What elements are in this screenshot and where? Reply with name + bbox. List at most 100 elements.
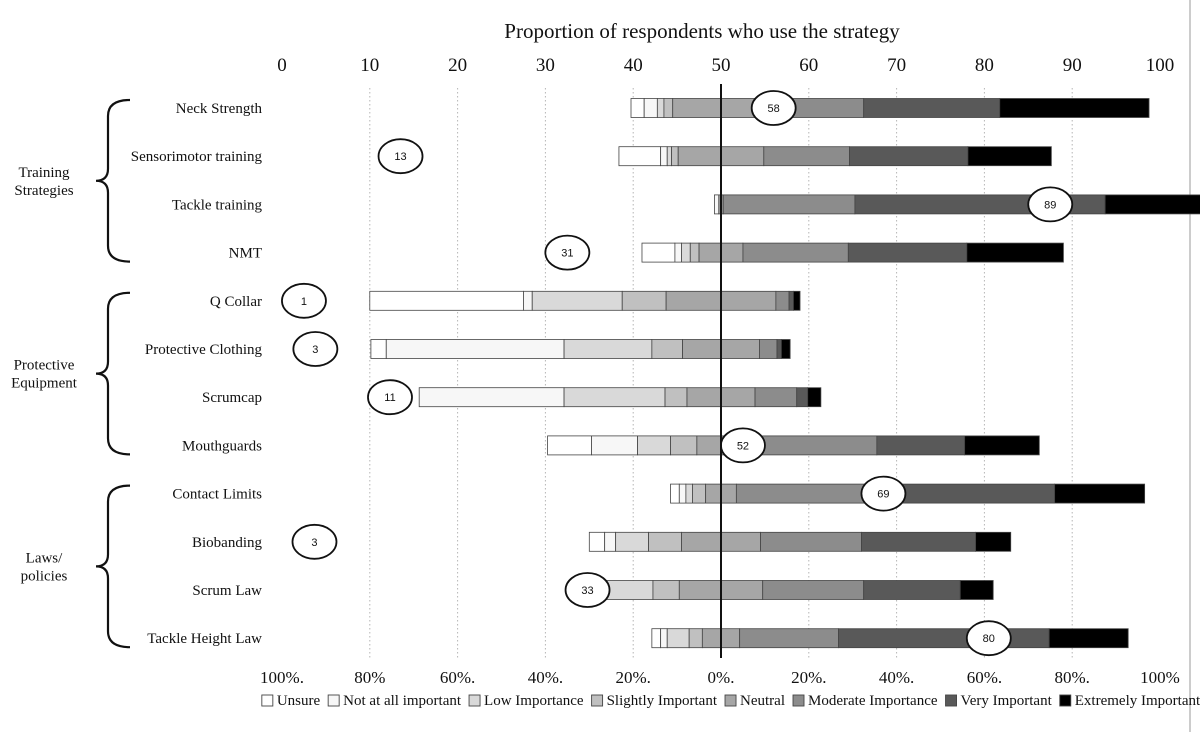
legend-item: Unsure xyxy=(261,693,321,709)
legend-item: Moderate Importance xyxy=(792,693,938,709)
bottom-tick-label: 20%. xyxy=(791,668,826,687)
bar-segment xyxy=(664,387,688,408)
bar-segment xyxy=(1048,628,1129,649)
bar-segment xyxy=(651,628,662,649)
category-label: Protective Clothing xyxy=(145,342,263,358)
usage-bubble-label: 13 xyxy=(394,151,406,163)
bar-segment xyxy=(523,290,533,311)
bottom-tick-label: 40%. xyxy=(528,668,563,687)
bar-segment xyxy=(975,531,1012,552)
bar-segment xyxy=(604,531,617,552)
usage-bubble xyxy=(377,138,424,175)
bar-row xyxy=(618,146,1052,167)
top-tick-label: 0 xyxy=(277,55,287,76)
bar-segment xyxy=(588,531,606,552)
category-label: Tackle training xyxy=(172,197,263,213)
bar-segment xyxy=(863,98,1001,118)
bar-segment xyxy=(671,146,679,167)
usage-bubble-label: 3 xyxy=(312,344,318,356)
bar-segment xyxy=(776,339,782,359)
chart-title: Proportion of respondents who use the st… xyxy=(504,19,900,43)
bar-row xyxy=(418,387,822,408)
bar-segment xyxy=(780,339,791,359)
bar-segment xyxy=(643,98,658,118)
legend-label: Low Importance xyxy=(484,693,584,709)
group-brace xyxy=(95,98,131,263)
bar-segment xyxy=(651,339,683,359)
bar-segment xyxy=(663,98,674,118)
bottom-tick-label: 100%. xyxy=(260,668,304,687)
legend-swatch xyxy=(261,694,274,707)
usage-bubble xyxy=(281,282,327,319)
usage-bubble-label: 1 xyxy=(301,296,307,308)
legend-swatch xyxy=(327,694,340,707)
legend-swatch xyxy=(724,694,737,707)
legend-item: Not at all important xyxy=(327,693,462,709)
usage-bubble-label: 52 xyxy=(737,440,749,452)
bottom-tick-label: 40%. xyxy=(879,668,914,687)
category-label: Sensorimotor training xyxy=(131,149,263,165)
bar-segment xyxy=(648,531,682,552)
usage-bubble-label: 58 xyxy=(768,103,780,115)
bar-segment xyxy=(670,435,698,456)
category-labels: Neck Strength Sensorimotor training Tackle… xyxy=(131,101,263,647)
bar-segment xyxy=(547,435,592,456)
bar-segment xyxy=(999,98,1150,118)
legend-label: Not at all important xyxy=(343,693,462,709)
legend-swatch xyxy=(468,694,481,707)
bar-segment xyxy=(759,339,778,359)
bar-segment xyxy=(863,580,961,600)
bar-segment xyxy=(1104,194,1200,215)
legend-label: Neutral xyxy=(740,693,785,709)
usage-bubble-label: 11 xyxy=(384,392,395,404)
bar-segment xyxy=(692,483,707,504)
bar-row xyxy=(369,290,801,311)
legend-item: Extremely Important xyxy=(1059,693,1200,709)
bar-segment xyxy=(660,628,668,649)
bar-segment xyxy=(793,290,801,311)
usage-bubble xyxy=(291,523,338,560)
bar-segment xyxy=(964,435,1040,456)
bar-segment xyxy=(838,628,1050,649)
group-label: policies xyxy=(21,568,68,584)
bar-segment xyxy=(641,242,676,263)
legend-swatch xyxy=(1059,694,1072,707)
group-label: Training xyxy=(18,165,70,181)
bar-row xyxy=(630,98,1150,118)
group-brace xyxy=(95,291,131,456)
category-label: Tackle Height Law xyxy=(147,631,262,647)
bar-segment xyxy=(967,146,1052,167)
usage-bubble xyxy=(544,234,591,271)
top-tick-label: 60 xyxy=(799,55,818,76)
bottom-tick-label: 60%. xyxy=(440,668,475,687)
bar-segment xyxy=(807,387,822,408)
legend-swatch xyxy=(792,694,805,707)
bar-segment xyxy=(775,290,790,311)
bar-segment xyxy=(370,339,387,359)
bottom-tick-label: 80% xyxy=(354,668,385,687)
group-label: Equipment xyxy=(11,376,78,392)
bar-row xyxy=(547,435,1040,456)
bar-segment xyxy=(418,387,565,408)
bar-segment xyxy=(666,628,690,649)
bar-segment xyxy=(760,531,862,552)
bar-segment xyxy=(531,290,623,311)
top-tick-label: 40 xyxy=(624,55,643,76)
bar-segment xyxy=(618,146,662,167)
usage-bubble xyxy=(1027,186,1074,223)
bar-segment xyxy=(688,628,703,649)
legend-label: Unsure xyxy=(277,693,321,709)
bar-segment xyxy=(656,98,665,118)
bottom-tick-label: 20%. xyxy=(615,668,650,687)
usage-bubble-label: 69 xyxy=(877,489,889,501)
legend-swatch xyxy=(945,694,957,707)
bar-segment xyxy=(966,242,1064,263)
bar-segment xyxy=(681,242,691,263)
usage-bubble xyxy=(564,572,611,608)
bottom-axis-ticks: 100%. 80% 60%. 40%. 20%. 0%. 20%. 40%. 60%. 80%. 1… xyxy=(260,668,1180,687)
bar-segment xyxy=(591,435,638,456)
legend-label: Extremely Important xyxy=(1075,693,1200,709)
bar-row xyxy=(588,531,1012,552)
top-tick-label: 50 xyxy=(712,55,731,76)
